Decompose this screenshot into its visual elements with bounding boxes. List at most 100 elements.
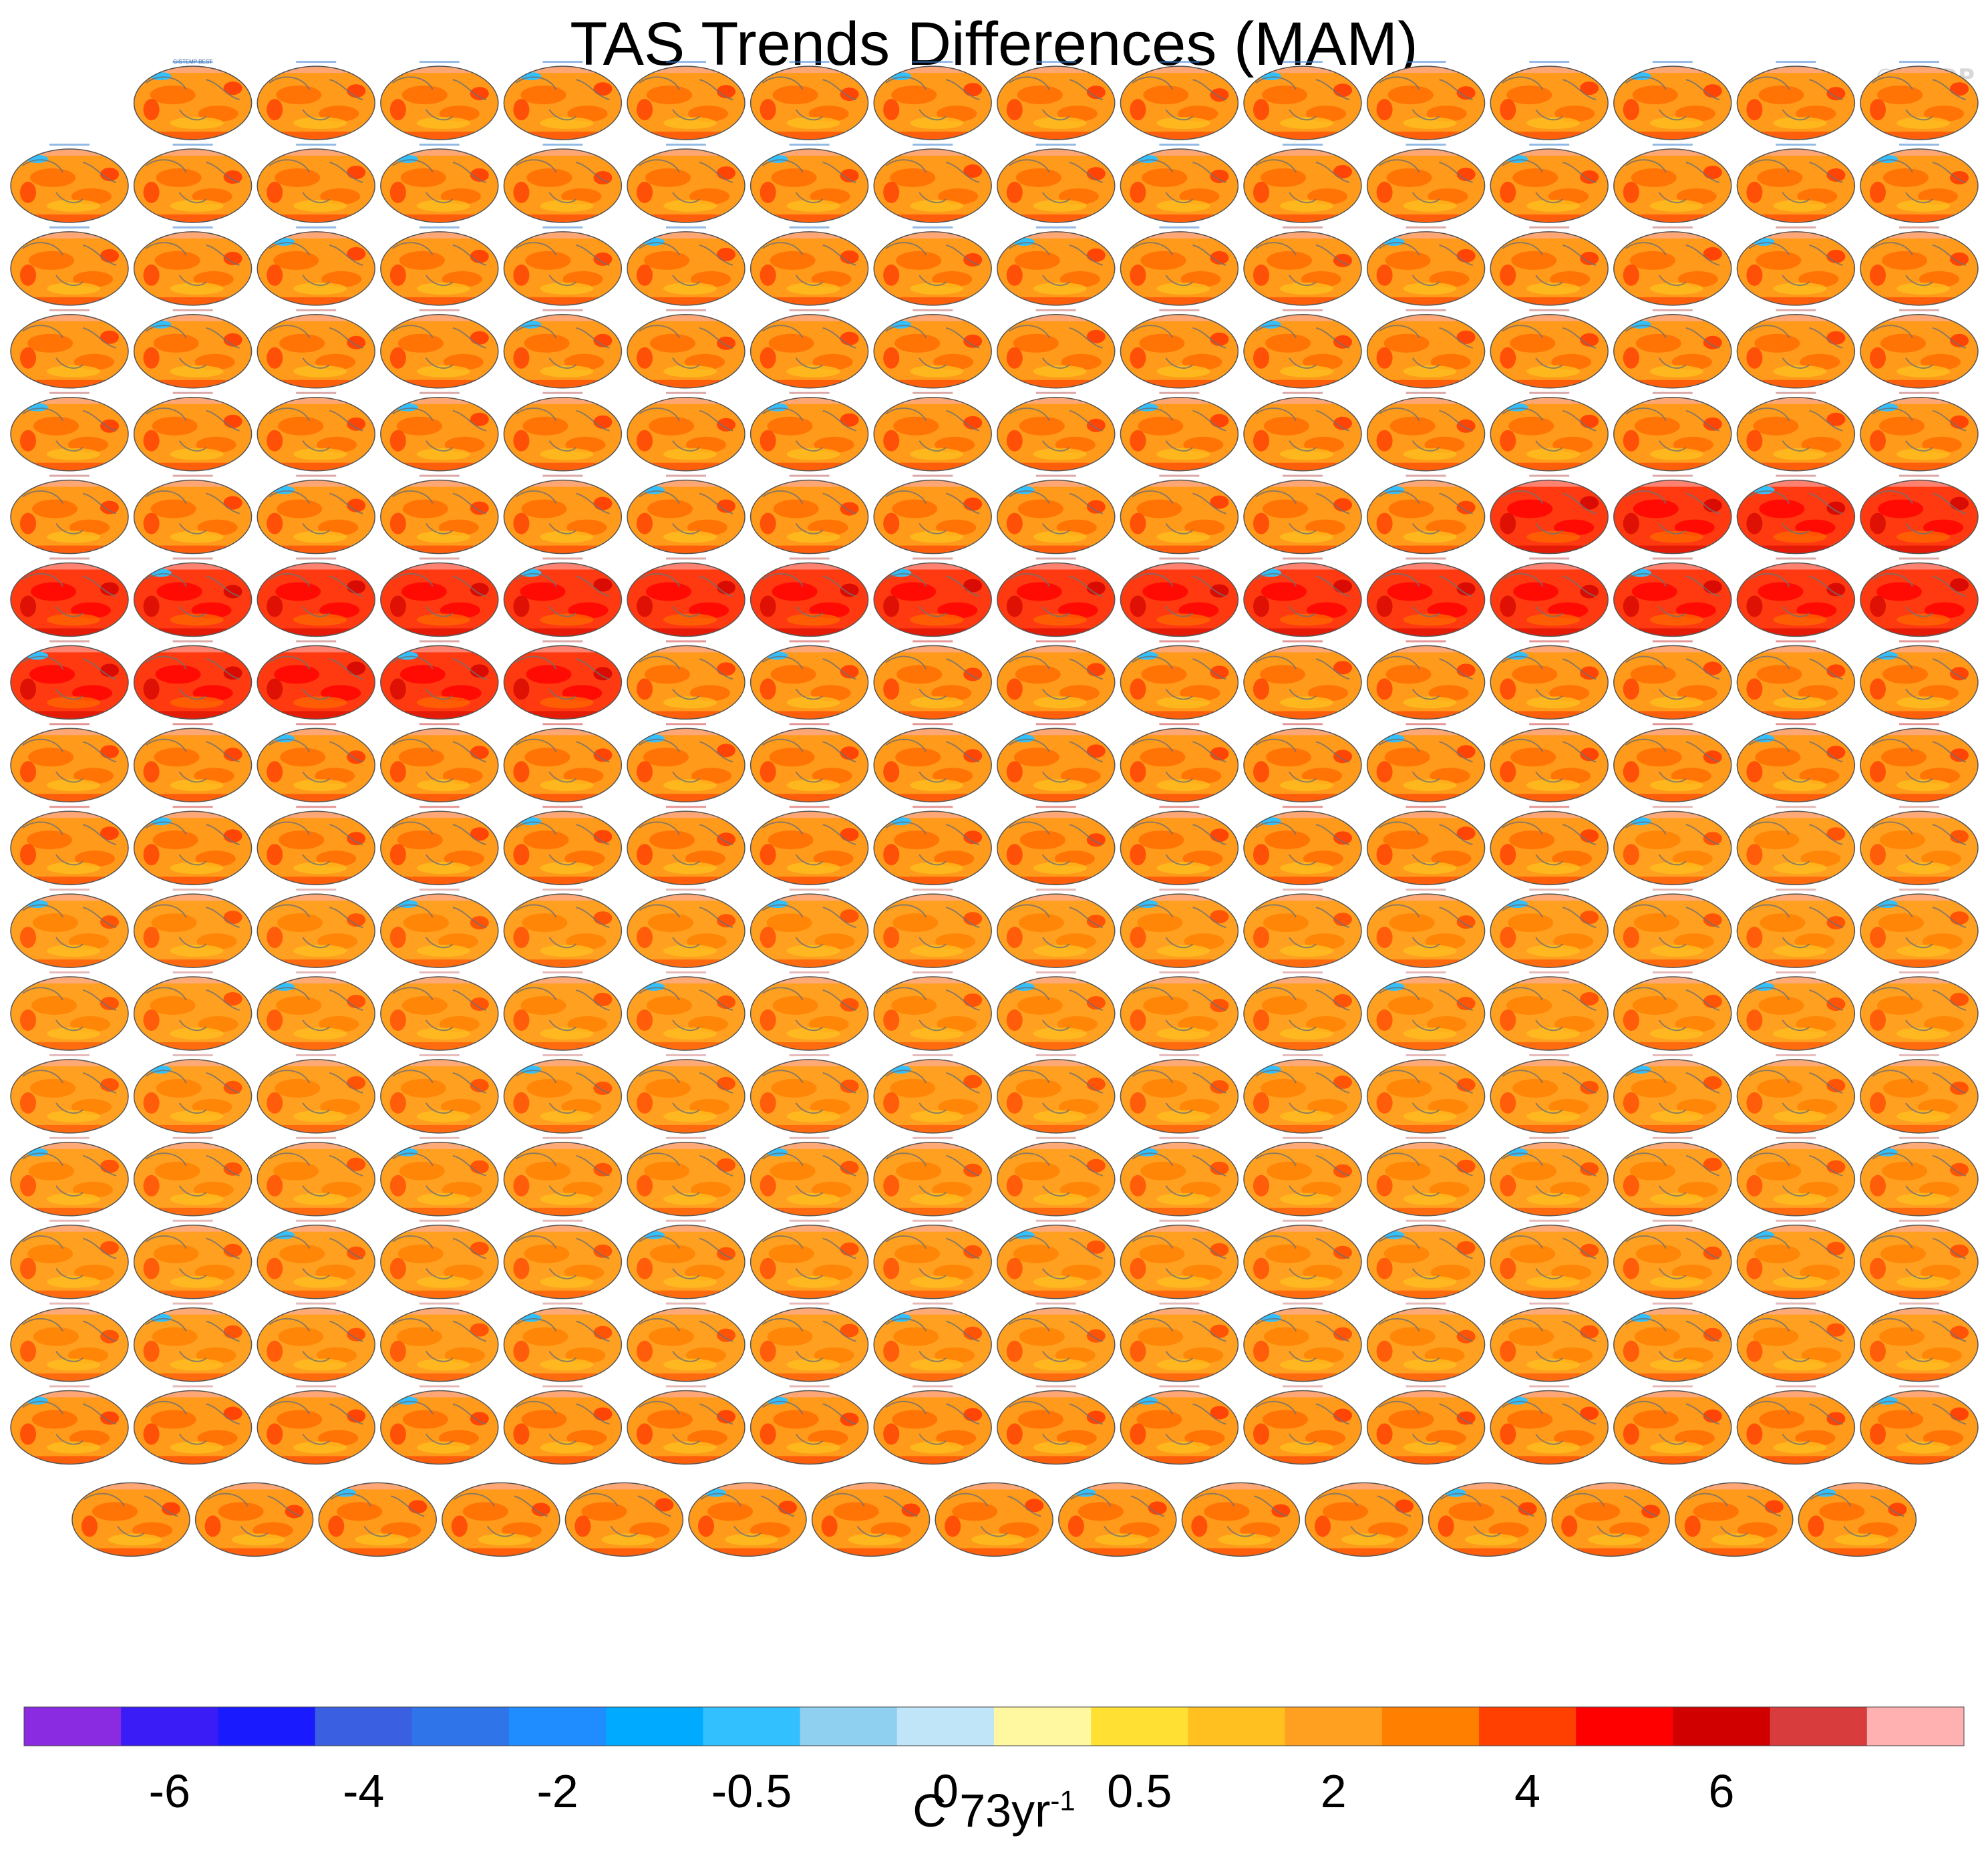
panel-label <box>1776 1219 1816 1222</box>
panel-label <box>666 144 706 146</box>
panel-label <box>1529 889 1570 891</box>
panel-label <box>1035 474 1076 477</box>
panel-label <box>1035 1054 1076 1056</box>
panel-label <box>1283 226 1323 228</box>
panel-label <box>172 557 213 560</box>
panel-label <box>1405 557 1446 560</box>
colorbar-bin <box>315 1707 413 1746</box>
panel-label <box>913 1136 953 1139</box>
map-panel-r7-c5 <box>627 645 746 720</box>
map-panel-r17-c14 <box>1798 1482 1917 1557</box>
map-panel-r4-c6 <box>750 396 869 472</box>
map-panel-r5-c5 <box>627 479 746 555</box>
panel-label <box>1035 640 1076 643</box>
colorbar-bin <box>1285 1707 1383 1746</box>
map-panel-r8-c10 <box>1243 728 1362 803</box>
panel-label <box>1159 640 1200 643</box>
map-panel-r12-c9 <box>1120 1059 1239 1134</box>
map-panel-r4-c8 <box>997 396 1116 472</box>
panel-label <box>172 61 213 63</box>
map-panel-r3-c8 <box>997 314 1116 389</box>
map-panel-r6-c11 <box>1366 562 1486 637</box>
map-panel-r0-c2 <box>257 65 375 140</box>
panel-label <box>296 309 337 311</box>
panel-label <box>172 309 213 311</box>
map-panel-r8-c8 <box>997 728 1116 803</box>
panel-label <box>1529 474 1570 477</box>
map-panel-r8-c13 <box>1613 728 1732 803</box>
map-panel-r5-c7 <box>873 479 992 555</box>
map-panel-r10-c6 <box>750 893 869 968</box>
map-panel-r13-c12 <box>1490 1142 1609 1217</box>
panel-label <box>1776 1136 1816 1139</box>
map-panel-r6-c1 <box>133 562 253 637</box>
panel-label <box>419 640 460 643</box>
panel-label <box>1776 557 1816 560</box>
map-panel-r11-c2 <box>257 976 375 1051</box>
map-panel-r2-c6 <box>750 231 869 306</box>
panel-label <box>172 1219 213 1222</box>
map-panel-r1-c3 <box>380 148 499 223</box>
map-panel-r15-c6 <box>750 1307 869 1382</box>
map-panel-r4-c12 <box>1490 396 1609 472</box>
chart-title: TAS Trends Differences (MAM) <box>570 10 1418 78</box>
map-panel-r10-c10 <box>1243 893 1362 968</box>
map-panel-r8-c12 <box>1490 728 1609 803</box>
map-panel-r12-c10 <box>1243 1059 1362 1134</box>
panel-label <box>296 1054 337 1056</box>
map-panel-r1-c5 <box>627 148 746 223</box>
map-panel-r6-c5 <box>627 562 746 637</box>
map-panel-r10-c12 <box>1490 893 1609 968</box>
panel-label <box>1035 971 1076 973</box>
panel-label <box>789 723 830 726</box>
panel-label <box>913 226 953 228</box>
panel-label <box>296 144 337 146</box>
panel-label <box>419 971 460 973</box>
map-panel-r6-c8 <box>997 562 1116 637</box>
colorbar-units: C 73yr-1 <box>0 1784 1988 1837</box>
colorbar-bin <box>411 1707 510 1746</box>
colorbar-bin <box>994 1707 1092 1746</box>
map-panel-r11-c8 <box>997 976 1116 1051</box>
map-panel-r6-c13 <box>1613 562 1732 637</box>
panel-label <box>419 1219 460 1222</box>
map-panel-r2-c10 <box>1243 231 1362 306</box>
panel-label <box>1899 889 1939 891</box>
map-panel-r7-c2 <box>257 645 375 720</box>
panel-label <box>789 889 830 891</box>
map-panel-r17-c1 <box>194 1482 314 1557</box>
panel-label <box>172 1136 213 1139</box>
panel-label <box>542 1136 583 1139</box>
panel-label <box>666 226 706 228</box>
panel-label <box>789 226 830 228</box>
map-panel-r10-c11 <box>1366 893 1486 968</box>
map-panel-r15-c2 <box>257 1307 375 1382</box>
map-panel-r17-c8 <box>1058 1482 1177 1557</box>
panel-label <box>1405 61 1446 63</box>
panel-label <box>49 971 90 973</box>
panel-label <box>913 971 953 973</box>
panel-label <box>542 1054 583 1056</box>
panel-label <box>1283 1136 1323 1139</box>
map-panel-r17-c7 <box>935 1482 1053 1557</box>
map-panel-r5-c11 <box>1366 479 1486 555</box>
panel-label <box>172 392 213 394</box>
map-panel-r15-c15 <box>1860 1307 1979 1382</box>
map-panel-r12-c15 <box>1860 1059 1979 1134</box>
map-panel-r4-c10 <box>1243 396 1362 472</box>
panel-label <box>296 889 337 891</box>
panel-label <box>1035 1219 1076 1222</box>
panel-label <box>172 474 213 477</box>
colorbar-bin <box>1479 1707 1577 1746</box>
panel-label <box>913 392 953 394</box>
map-panel-r7-c11 <box>1366 645 1486 720</box>
map-panel-r9-c10 <box>1243 810 1362 885</box>
panel-label <box>1529 1054 1570 1056</box>
panel-label <box>419 144 460 146</box>
panel-label <box>666 1385 706 1388</box>
map-panel-r4-c2 <box>257 396 375 472</box>
map-panel-r12-c12 <box>1490 1059 1609 1134</box>
panel-label <box>542 1385 583 1388</box>
map-panel-r6-c10 <box>1243 562 1362 637</box>
panel-label <box>1529 1302 1570 1305</box>
